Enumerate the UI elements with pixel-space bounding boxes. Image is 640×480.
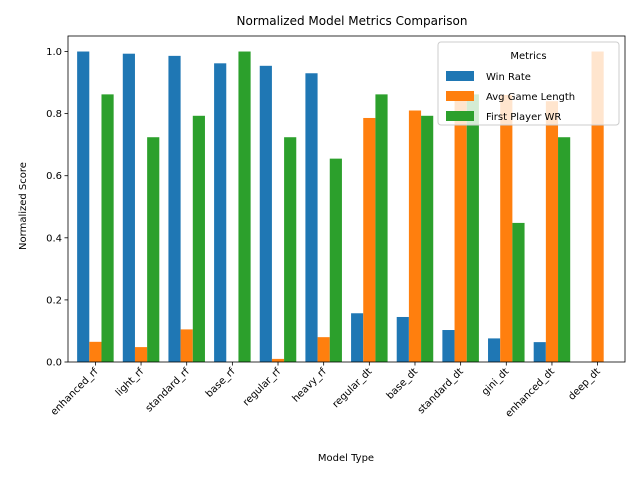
bar-light_rf-s1: [134, 347, 148, 362]
bar-base_dt-s0: [396, 316, 409, 362]
y-tick-label: 0.8: [46, 109, 62, 120]
bar-regular_rf-s0: [259, 65, 272, 362]
legend-box: [437, 41, 620, 126]
bar-deep_dt-s1: [591, 51, 604, 363]
bar-heavy_rf-s2: [329, 158, 342, 362]
legend-label-s1: Avg Game Length: [486, 92, 575, 103]
y-tick-label: 0.0: [46, 358, 62, 369]
bar-regular_rf-s1: [271, 358, 285, 362]
bars-group: [77, 51, 604, 363]
y-tick-label: 1.0: [46, 47, 62, 58]
legend-title: Metrics: [510, 51, 546, 62]
bar-base_rf-s0: [214, 63, 227, 362]
bar-base_dt-s1: [408, 110, 422, 362]
bar-enhanced_rf-s0: [77, 51, 90, 363]
bar-standard_dt-s1: [454, 98, 467, 362]
bar-regular_dt-s1: [363, 117, 376, 362]
y-tick-label: 0.6: [46, 171, 62, 182]
legend-swatch-s1: [446, 91, 474, 101]
bar-standard_dt-s2: [466, 94, 479, 363]
bar-heavy_rf-s0: [305, 73, 318, 362]
legend-swatch-s2: [446, 111, 474, 121]
plot-frame: [67, 35, 626, 363]
bar-base_dt-s2: [421, 115, 434, 362]
bar-light_rf-s0: [122, 53, 135, 362]
x-axis-label: Model Type: [318, 453, 374, 464]
bar-light_rf-s2: [147, 137, 160, 362]
bar-heavy_rf-s1: [317, 337, 330, 362]
bar-standard_rf-s0: [168, 55, 181, 363]
legend-label-s0: Win Rate: [486, 72, 531, 83]
bar-enhanced_rf-s1: [89, 341, 102, 362]
bar-enhanced_dt-s0: [533, 342, 546, 362]
bar-regular_dt-s0: [351, 313, 364, 362]
y-tick-label: 0.4: [46, 233, 62, 244]
y-axis: 0.0 0.2 0.4 0.6 0.8 1.0: [46, 47, 68, 369]
bar-standard_rf-s1: [180, 329, 193, 362]
bar-enhanced_rf-s2: [101, 94, 114, 363]
bar-enhanced_dt-s2: [558, 137, 571, 362]
bar-base_rf-s2: [238, 51, 251, 363]
y-tick-label: 0.2: [46, 295, 62, 306]
legend: Metrics Win Rate Avg Game Length First Play…: [437, 41, 620, 126]
bar-gini_dt-s0: [488, 338, 501, 362]
bar-gini_dt-s2: [512, 222, 525, 362]
chart-title: Normalized Model Metrics Comparison: [237, 14, 468, 28]
bar-gini_dt-s1: [500, 94, 513, 363]
legend-swatch-s0: [446, 71, 474, 81]
bar-standard_rf-s2: [192, 115, 205, 362]
bar-regular_rf-s2: [284, 137, 297, 362]
bar-standard_dt-s0: [442, 330, 455, 362]
y-axis-label: Normalized Score: [18, 162, 29, 250]
legend-label-s2: First Player WR: [486, 112, 561, 123]
bar-regular_dt-s2: [375, 94, 388, 363]
bar-enhanced_dt-s1: [545, 101, 559, 362]
